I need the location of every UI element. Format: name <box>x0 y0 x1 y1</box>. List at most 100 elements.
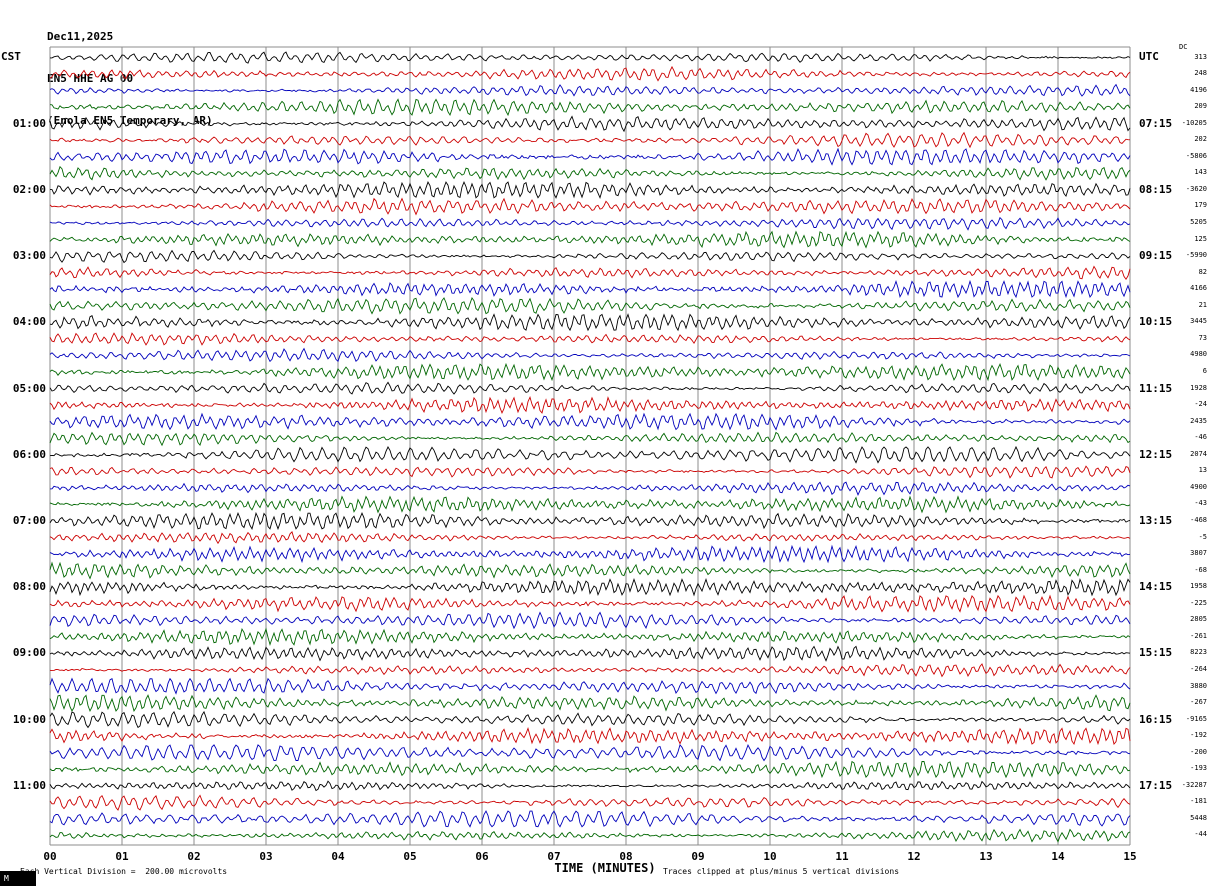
dc-value: 3880 <box>1190 681 1207 690</box>
cst-hour-label: 05:00 <box>12 381 46 395</box>
utc-hour-label: 14:15 <box>1139 580 1173 594</box>
dc-value: -44 <box>1194 830 1207 839</box>
dc-value: 4980 <box>1190 350 1207 359</box>
minute-tick-label: 09 <box>691 850 705 863</box>
dc-value: -5806 <box>1185 151 1207 160</box>
seismogram-trace <box>49 645 1131 662</box>
seismogram-trace <box>49 249 1131 264</box>
dc-value: 3807 <box>1190 549 1207 558</box>
seismogram-trace <box>49 760 1131 779</box>
cst-hour-label: 02:00 <box>12 182 46 196</box>
dc-value: -43 <box>1194 499 1207 508</box>
dc-value: -193 <box>1190 764 1207 773</box>
seismogram-trace <box>49 431 1131 447</box>
dc-value: -5990 <box>1185 251 1207 260</box>
seismogram-trace <box>49 381 1131 395</box>
dc-value: 248 <box>1194 69 1207 78</box>
dc-value: 4166 <box>1190 284 1207 293</box>
dc-value: 3445 <box>1190 317 1207 326</box>
cst-hour-label: 11:00 <box>12 778 46 792</box>
minute-tick-label: 01 <box>115 850 129 863</box>
dc-value: -181 <box>1190 797 1207 806</box>
dc-value: 2435 <box>1190 416 1207 425</box>
dc-value: -46 <box>1194 433 1207 442</box>
seismogram-trace <box>49 131 1131 149</box>
seismogram-trace <box>49 445 1131 464</box>
seismogram-trace <box>49 313 1131 332</box>
seismogram-trace <box>49 627 1131 647</box>
seismogram-trace <box>49 511 1131 531</box>
minute-tick-label: 11 <box>835 850 849 863</box>
minute-tick-label: 15 <box>1123 850 1137 863</box>
scale-note: Each Vertical Division = 200.00 microvol… <box>20 867 228 876</box>
dc-value: -24 <box>1194 400 1207 409</box>
seismogram-trace <box>49 297 1131 315</box>
utc-hour-label: 10:15 <box>1139 315 1173 329</box>
utc-hour-label: 15:15 <box>1139 646 1173 660</box>
dc-value: -225 <box>1190 598 1207 607</box>
cst-hour-label: 08:00 <box>12 580 46 594</box>
seismogram-trace <box>49 65 1131 82</box>
seismogram-trace <box>49 810 1131 828</box>
dc-value: -68 <box>1194 565 1207 574</box>
seismogram-trace <box>49 495 1131 514</box>
seismogram-trace <box>49 265 1131 281</box>
seismogram-trace <box>49 743 1131 762</box>
seismogram-trace <box>49 362 1131 382</box>
dc-value: 5448 <box>1190 813 1207 822</box>
dc-value: 209 <box>1194 102 1207 111</box>
seismogram-trace <box>49 115 1131 133</box>
seismogram-trace <box>49 561 1131 580</box>
dc-value: -264 <box>1190 664 1207 673</box>
cst-hour-label: 01:00 <box>12 116 46 130</box>
seismogram-trace <box>49 165 1131 181</box>
dc-value: 202 <box>1194 135 1207 144</box>
minute-tick-label: 13 <box>979 850 993 863</box>
dc-value: 179 <box>1194 201 1207 210</box>
seismogram-trace <box>49 677 1131 695</box>
dc-value: 1928 <box>1190 383 1207 392</box>
plot-header: Dec11,2025 EN5 HHE AG 00 (Enola EN5 Temp… <box>47 2 213 156</box>
minute-tick-label: 04 <box>331 850 345 863</box>
utc-hour-label: 11:15 <box>1139 381 1173 395</box>
cst-hour-label: 03:00 <box>12 249 46 263</box>
dc-value: 5205 <box>1190 218 1207 227</box>
dc-value: -9165 <box>1185 714 1207 723</box>
seismogram-trace <box>49 465 1131 479</box>
dc-value: 21 <box>1198 300 1207 309</box>
seismogram-trace <box>49 577 1131 597</box>
seismogram-trace <box>49 216 1131 231</box>
dc-value: 4900 <box>1190 482 1207 491</box>
seismogram-trace <box>49 98 1131 117</box>
dc-value: 2805 <box>1190 615 1207 624</box>
seismogram-trace <box>49 710 1131 729</box>
seismogram-trace <box>50 51 1131 64</box>
dc-value: -468 <box>1190 515 1207 524</box>
minute-tick-label: 10 <box>763 850 777 863</box>
seismogram-trace <box>49 396 1131 415</box>
cst-hour-label: 06:00 <box>12 447 46 461</box>
dc-value: 143 <box>1194 168 1207 177</box>
seismogram-trace <box>49 412 1131 431</box>
seismogram-trace <box>49 780 1131 792</box>
dc-value: 4196 <box>1190 85 1207 94</box>
utc-hour-label: 12:15 <box>1139 447 1173 461</box>
dc-value: 13 <box>1198 466 1207 475</box>
left-timezone-label: CST <box>1 50 21 63</box>
seismogram-trace <box>49 594 1131 613</box>
dc-value: 125 <box>1194 234 1207 243</box>
seismogram-trace <box>49 726 1131 746</box>
clip-note: Traces clipped at plus/minus 5 vertical … <box>663 867 900 876</box>
dc-column-label: DC <box>1179 43 1188 51</box>
seismogram-trace <box>49 663 1131 678</box>
seismogram-trace <box>49 197 1131 216</box>
minute-tick-label: 12 <box>907 850 921 863</box>
header-date: Dec11,2025 <box>47 30 114 43</box>
corner-mark: M <box>4 874 9 883</box>
dc-value: 73 <box>1198 333 1207 342</box>
utc-hour-label: 16:15 <box>1139 712 1173 726</box>
dc-value: -192 <box>1190 731 1207 740</box>
dc-value: -10205 <box>1181 118 1207 127</box>
